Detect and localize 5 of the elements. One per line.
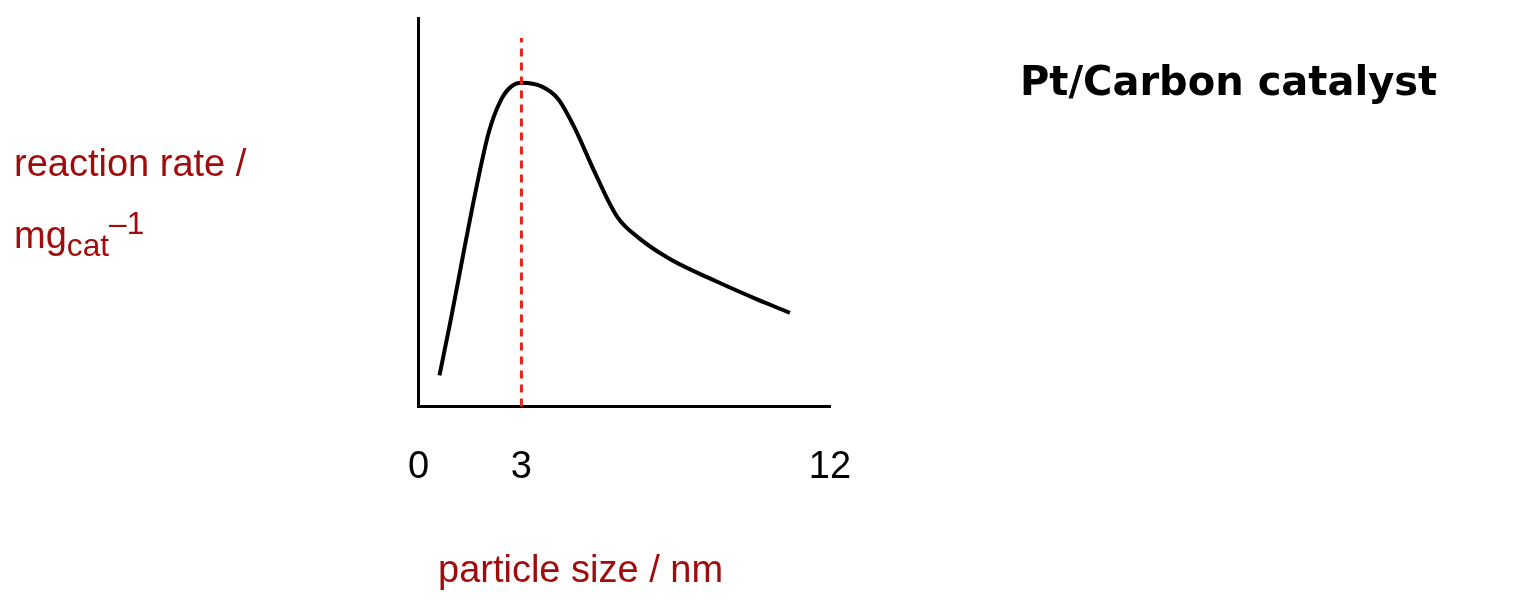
x-tick-label: 0 xyxy=(408,443,430,486)
x-tick-label: 3 xyxy=(510,443,532,486)
text: Pt/Carbon catalyst xyxy=(1020,58,1438,104)
x-axis-title: particle size / nm xyxy=(438,548,724,591)
x-tick-label: 12 xyxy=(808,443,852,486)
